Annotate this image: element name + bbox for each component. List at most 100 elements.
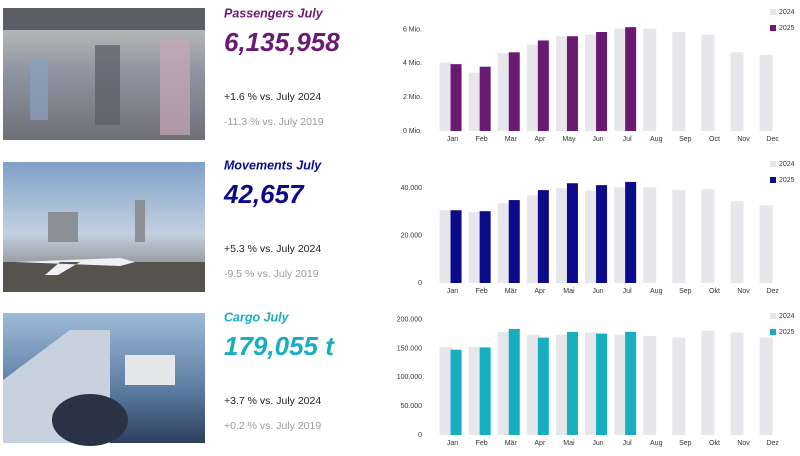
photo-terminal: [3, 8, 205, 140]
bar: [625, 181, 637, 283]
bar: [450, 64, 462, 131]
kpi-value: 179,055 t: [224, 331, 335, 361]
bar: [701, 330, 715, 435]
legend-swatch: [770, 177, 776, 183]
y-tick-label: 4 Mio.: [403, 60, 422, 67]
x-tick-label: Feb: [476, 440, 488, 447]
x-tick-label: Jun: [592, 440, 603, 447]
bar: [672, 190, 686, 283]
bar: [730, 332, 744, 435]
y-tick-label: 100.000: [397, 374, 422, 381]
bar: [479, 347, 491, 435]
legend-swatch: [770, 9, 776, 15]
bar: [555, 334, 569, 435]
bar: [585, 34, 599, 131]
x-tick-label: Mär: [505, 288, 518, 295]
y-tick-label: 40.000: [401, 185, 423, 192]
panel-title: Cargo July: [224, 310, 290, 324]
bar: [566, 331, 578, 435]
bar: [596, 333, 608, 435]
y-tick-label: 0: [418, 432, 422, 439]
x-tick-label: Sep: [679, 440, 692, 447]
kpi-value: 42,657: [223, 179, 305, 209]
x-tick-label: Nov: [737, 288, 750, 295]
change-prev-year: +3.7 % vs. July 2024: [224, 395, 321, 407]
legend-swatch: [770, 329, 776, 335]
y-tick-label: 0 Mio.: [403, 128, 422, 135]
legend-label: 2025: [779, 329, 795, 336]
photo-airport: [3, 162, 205, 292]
x-tick-label: Mai: [563, 440, 575, 447]
x-tick-label: Okt: [709, 440, 720, 447]
bar: [508, 52, 520, 131]
x-tick-label: Feb: [476, 136, 488, 143]
y-tick-label: 20.000: [401, 232, 423, 239]
change-2019: -9.5 % vs. July 2019: [224, 268, 319, 280]
x-tick-label: Apr: [534, 440, 546, 447]
x-tick-label: Dez: [766, 288, 779, 295]
bar: [730, 52, 744, 131]
x-tick-label: Jul: [623, 288, 632, 295]
bar: [468, 346, 482, 435]
bar: [468, 212, 482, 283]
bar: [479, 211, 491, 283]
x-tick-label: Mar: [505, 136, 518, 143]
bar: [701, 34, 715, 131]
change-prev-year: +5.3 % vs. July 2024: [224, 243, 321, 255]
bar: [614, 334, 628, 435]
bar: [625, 331, 637, 435]
x-tick-label: Jan: [447, 288, 458, 295]
legend-label: 2024: [779, 313, 795, 320]
x-tick-label: Jan: [447, 440, 458, 447]
x-tick-label: Nov: [737, 136, 750, 143]
bar: [555, 36, 569, 131]
panel-title: Movements July: [224, 158, 322, 172]
legend-label: 2025: [779, 177, 795, 184]
x-tick-label: Dec: [766, 136, 779, 143]
bar: [759, 54, 773, 131]
y-tick-label: 50.000: [401, 403, 423, 410]
bar: [643, 28, 657, 131]
bar: [585, 190, 599, 283]
x-tick-label: Feb: [476, 288, 488, 295]
x-tick-label: Oct: [709, 136, 720, 143]
legend-label: 2025: [779, 25, 795, 32]
y-tick-label: 150.000: [397, 345, 422, 352]
bar: [439, 210, 453, 283]
x-tick-label: Jun: [592, 288, 603, 295]
bar: [614, 28, 628, 131]
x-tick-label: Mai: [563, 288, 575, 295]
x-tick-label: Apr: [534, 288, 546, 295]
x-tick-label: Mär: [505, 440, 518, 447]
x-tick-label: May: [562, 136, 576, 143]
change-prev-year: +1.6 % vs. July 2024: [224, 91, 321, 103]
bar: [508, 328, 520, 435]
bar: [566, 36, 578, 131]
x-tick-label: Jun: [592, 136, 603, 143]
x-tick-label: Sep: [679, 288, 692, 295]
y-tick-label: 2 Mio.: [403, 94, 422, 101]
panel-title: Passengers July: [224, 6, 324, 20]
x-tick-label: Okt: [709, 288, 720, 295]
bar: [585, 332, 599, 435]
bar: [450, 210, 462, 283]
bar: [701, 189, 715, 283]
bar: [625, 27, 637, 131]
y-tick-label: 0: [418, 280, 422, 287]
bar: [672, 337, 686, 435]
legend-label: 2024: [779, 9, 795, 16]
bar: [497, 331, 511, 435]
bar: [526, 44, 540, 131]
bar: [730, 201, 744, 283]
x-tick-label: Aug: [650, 136, 663, 143]
legend-label: 2024: [779, 161, 795, 168]
bar: [479, 66, 491, 131]
x-tick-label: Aug: [650, 288, 663, 295]
x-tick-label: Sep: [679, 136, 692, 143]
bar: [537, 190, 549, 283]
y-tick-label: 6 Mio.: [403, 26, 422, 33]
kpi-value: 6,135,958: [224, 27, 340, 57]
bar: [566, 183, 578, 283]
legend-swatch: [770, 313, 776, 319]
